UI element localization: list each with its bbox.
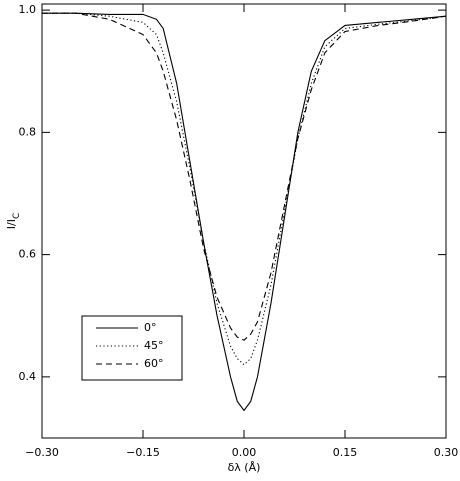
x-tick-label: 0.15 <box>333 446 358 459</box>
y-tick-label: 0.6 <box>19 248 37 261</box>
x-tick-label: −0.15 <box>126 446 160 459</box>
y-tick-label: 0.4 <box>19 370 37 383</box>
y-tick-label: 0.8 <box>19 125 37 138</box>
x-tick-label: 0.30 <box>434 446 459 459</box>
line-series <box>42 12 447 341</box>
x-tick-label: 0.00 <box>232 446 257 459</box>
y-tick-label: 1.0 <box>19 3 37 16</box>
y-axis-label: I/IC <box>5 213 22 230</box>
y-axis-label-main: I/I <box>5 219 18 229</box>
x-axis-label: δλ (Å) <box>228 461 261 474</box>
legend-box <box>81 315 183 381</box>
legend-label: 0° <box>144 321 157 334</box>
line-series <box>42 12 447 366</box>
legend-label: 45° <box>144 339 164 352</box>
legend-label: 60° <box>144 357 164 370</box>
line-series <box>42 12 447 412</box>
x-tick-label: −0.30 <box>25 446 59 459</box>
y-axis-label-subscript: C <box>12 213 22 219</box>
